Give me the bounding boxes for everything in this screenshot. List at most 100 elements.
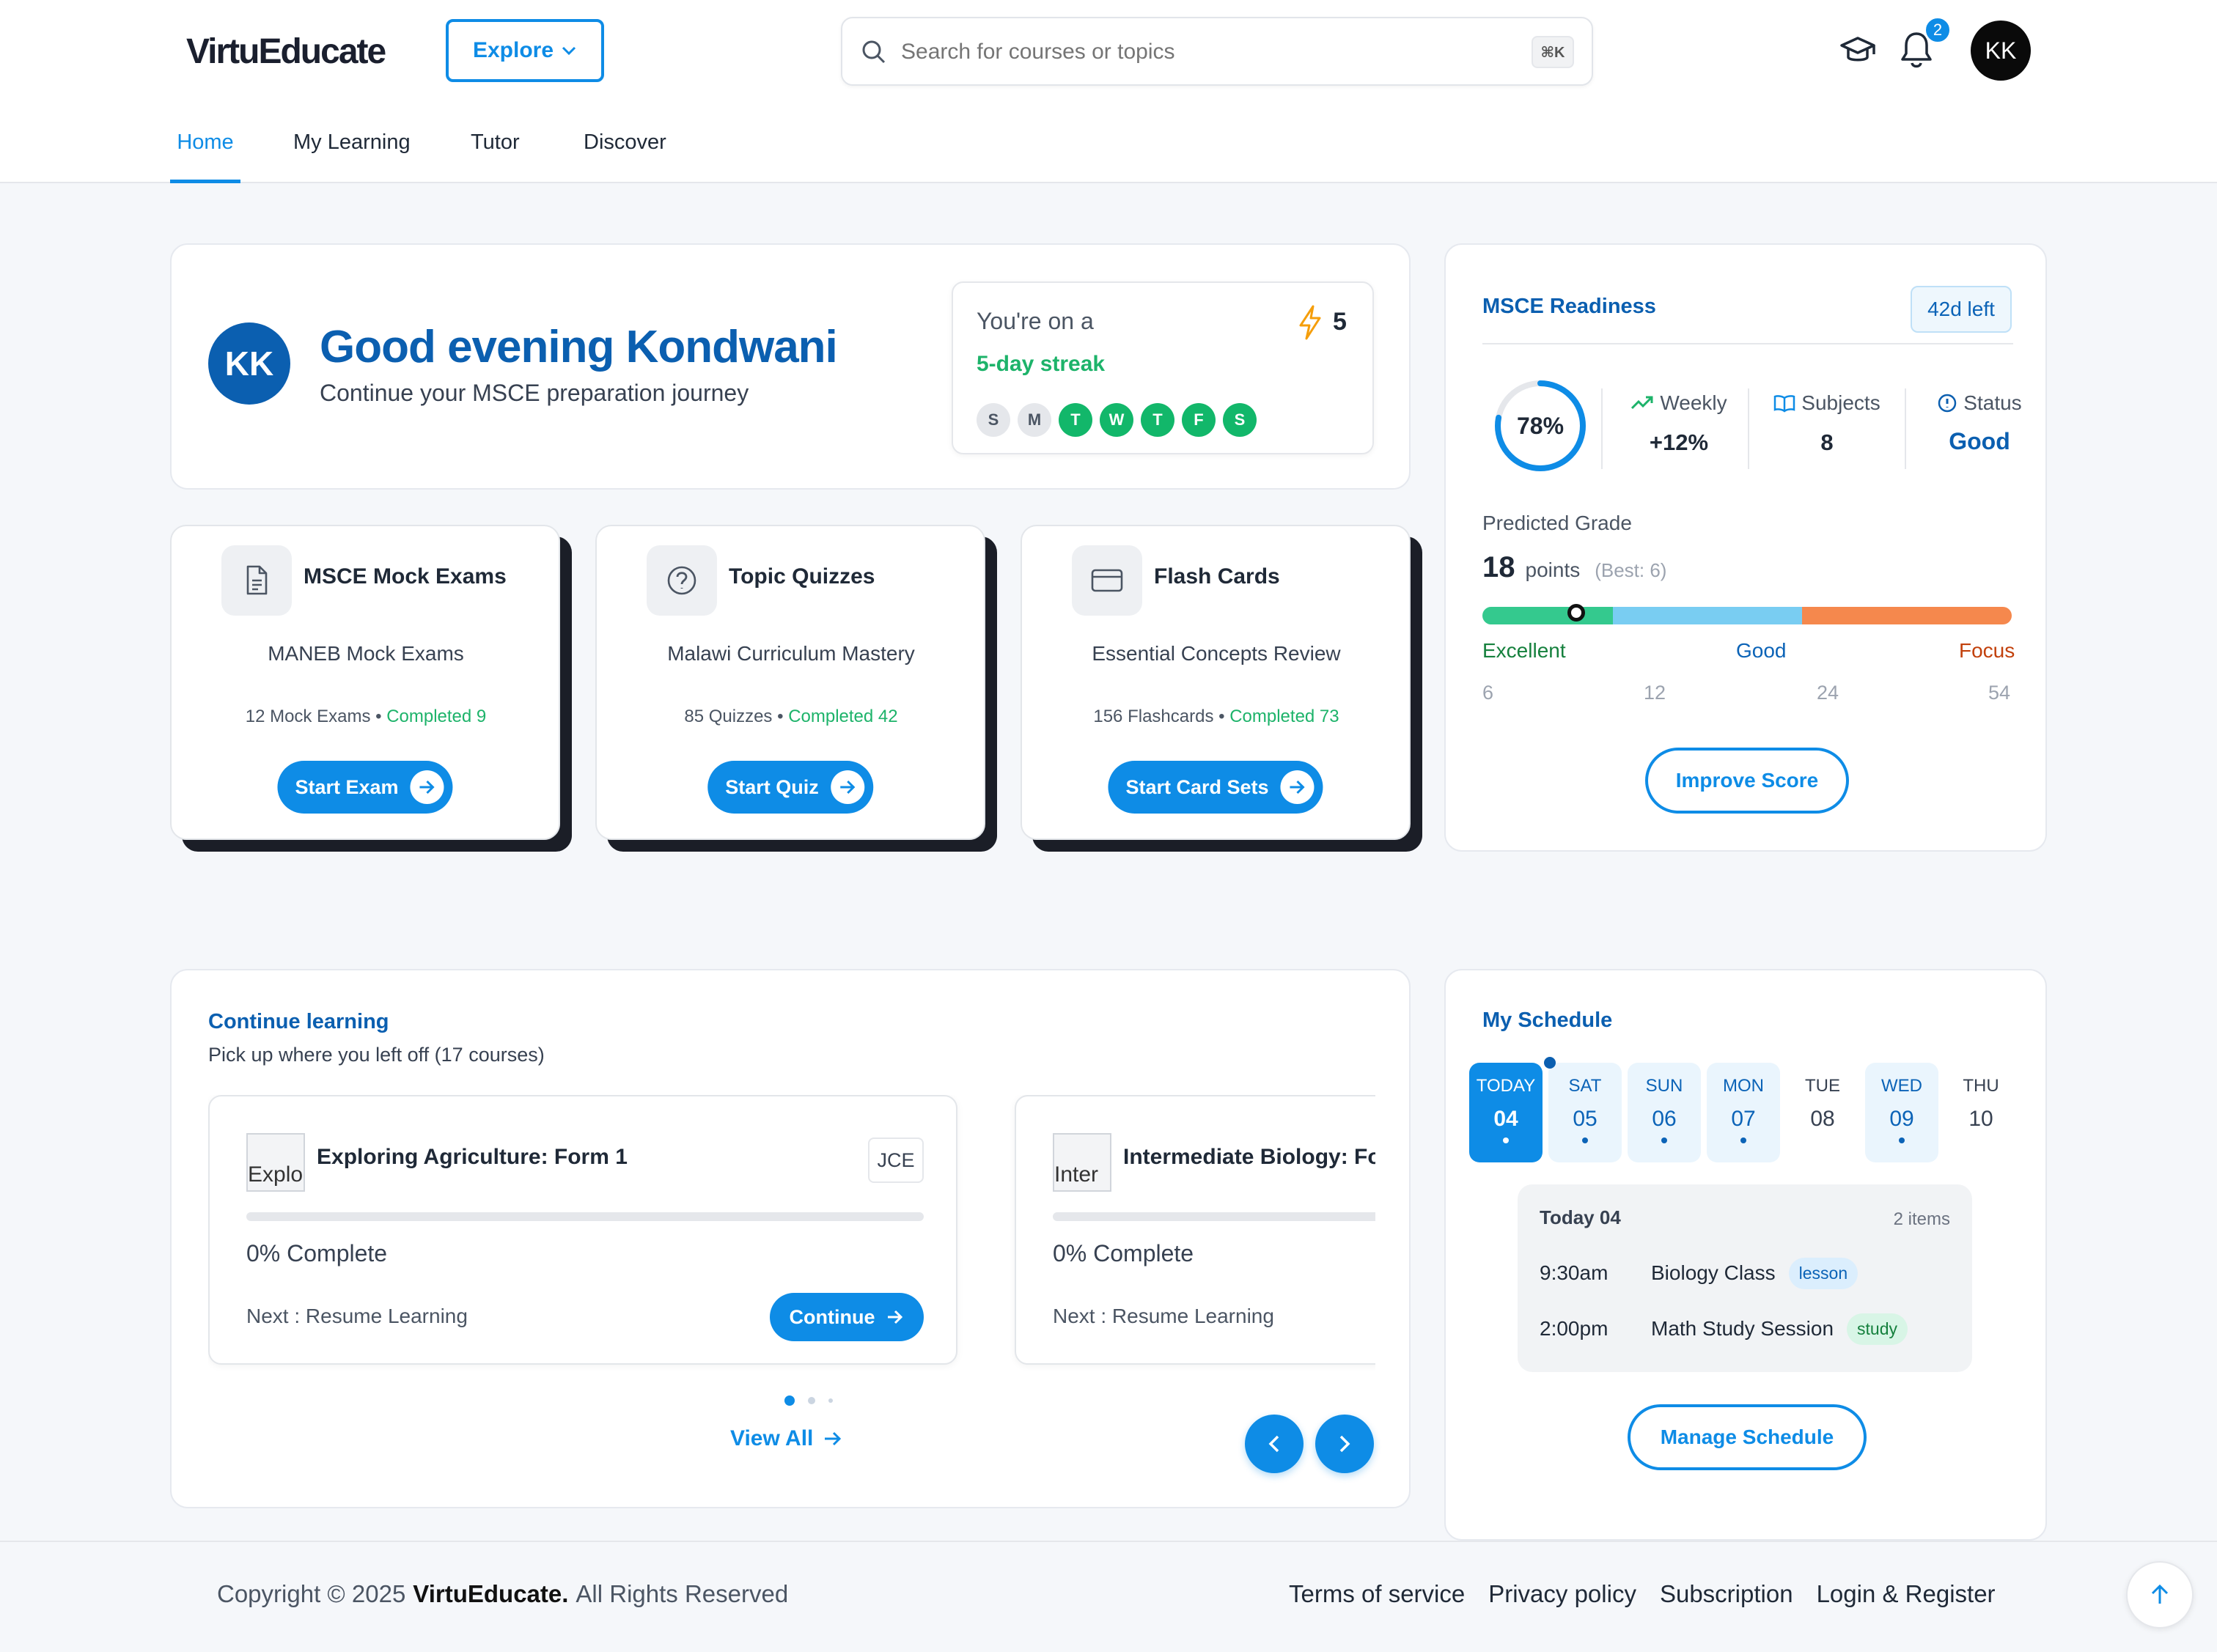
quick-card-title: Flash Cards xyxy=(1154,564,1280,589)
subjects-value: 8 xyxy=(1820,429,1834,455)
streak-day-done: W xyxy=(1100,403,1133,437)
brand-logo[interactable]: VirtuEducate xyxy=(186,28,386,75)
carousel-dot-active[interactable] xyxy=(784,1395,795,1406)
course-card[interactable]: Explo Exploring Agriculture: Form 1 JCE … xyxy=(208,1095,957,1365)
weekly-label: Weekly xyxy=(1660,391,1727,414)
schedule-day-thu[interactable]: THU 10 xyxy=(1944,1063,2018,1162)
arrow-right-circle-icon xyxy=(830,770,864,804)
day-name: TODAY xyxy=(1476,1076,1536,1096)
readiness-title: MSCE Readiness xyxy=(1482,295,1656,318)
stat-status: Status Good xyxy=(1908,391,2051,455)
quick-card-stats: 12 Mock Exams • Completed 9 xyxy=(172,707,560,727)
carousel-dot[interactable] xyxy=(808,1397,815,1404)
arrow-right-circle-icon xyxy=(1280,770,1315,804)
quick-card-title: Topic Quizzes xyxy=(729,564,875,589)
question-icon xyxy=(647,545,717,616)
day-name: SAT xyxy=(1568,1076,1602,1096)
book-icon xyxy=(1773,394,1795,413)
schedule-day-mon[interactable]: MON 07 xyxy=(1707,1063,1780,1162)
day-number: 07 xyxy=(1731,1107,1756,1131)
quick-card-title: MSCE Mock Exams xyxy=(304,564,507,589)
view-all-link[interactable]: View All xyxy=(730,1426,842,1451)
chevron-left-icon xyxy=(1268,1434,1281,1453)
search-bar[interactable]: ⌘K xyxy=(841,17,1593,86)
tab-tutor[interactable]: Tutor xyxy=(471,110,520,183)
carousel-dots xyxy=(784,1395,833,1406)
predicted-label: Predicted Grade xyxy=(1482,512,1632,534)
streak-text: 5-day streak xyxy=(977,352,1106,376)
improve-score-button[interactable]: Improve Score xyxy=(1645,748,1849,814)
bell-icon[interactable] xyxy=(1899,29,1934,70)
points-label: points xyxy=(1525,558,1581,581)
search-input[interactable] xyxy=(901,33,1488,71)
schedule-day-tue[interactable]: TUE 08 xyxy=(1786,1063,1859,1162)
day-event-dot xyxy=(1661,1137,1667,1143)
day-agenda: Today 04 2 items 9:30am Biology Class le… xyxy=(1518,1184,1972,1372)
course-title: Intermediate Biology: Fo xyxy=(1123,1145,1375,1169)
footer-link-subscription[interactable]: Subscription xyxy=(1659,1580,1793,1607)
schedule-title: My Schedule xyxy=(1482,1008,1613,1032)
greeting-avatar: KK xyxy=(208,322,290,405)
copyright-brand: VirtuEducate. xyxy=(413,1580,569,1607)
schedule-day-wed[interactable]: WED 09 xyxy=(1865,1063,1938,1162)
schedule-day-sun[interactable]: SUN 06 xyxy=(1628,1063,1701,1162)
vdivider-1 xyxy=(1601,388,1603,469)
lightning-icon xyxy=(1298,305,1323,340)
explore-button[interactable]: Explore xyxy=(446,19,604,82)
agenda-event[interactable]: 9:30am Biology Class lesson xyxy=(1540,1255,1858,1291)
main-nav: Home My Learning Tutor Discover xyxy=(170,110,757,183)
footer-link-privacy[interactable]: Privacy policy xyxy=(1488,1580,1636,1607)
label-focus: Focus xyxy=(1959,639,2015,662)
stat-subjects: Subjects 8 xyxy=(1754,391,1900,456)
day-name: WED xyxy=(1881,1076,1922,1096)
course-thumbnail: Inter xyxy=(1053,1133,1111,1192)
quick-card-subtitle: Essential Concepts Review xyxy=(1092,642,1341,665)
readiness-ring-svg xyxy=(1495,380,1586,471)
event-tag: study xyxy=(1847,1313,1908,1345)
manage-schedule-button[interactable]: Manage Schedule xyxy=(1628,1404,1867,1470)
quick-card-start-button[interactable]: Start Quiz xyxy=(707,761,873,814)
card-icon xyxy=(1072,545,1142,616)
schedule-day-today[interactable]: TODAY 04 xyxy=(1469,1063,1543,1162)
carousel-next-button[interactable] xyxy=(1315,1415,1374,1473)
scroll-to-top-button[interactable] xyxy=(2126,1561,2194,1629)
footer-link-login[interactable]: Login & Register xyxy=(1816,1580,1996,1607)
user-avatar[interactable]: KK xyxy=(1971,21,2031,81)
top-header: VirtuEducate Explore ⌘K 2 KK Home My Lea… xyxy=(0,0,2217,183)
course-level-badge: JCE xyxy=(868,1137,924,1183)
event-name: Biology Class xyxy=(1651,1261,1776,1284)
grade-bar-focus xyxy=(1802,607,2012,624)
quick-card-stats: 85 Quizzes • Completed 42 xyxy=(597,707,985,727)
tab-discover-label: Discover xyxy=(584,130,666,154)
agenda-event[interactable]: 2:00pm Math Study Session study xyxy=(1540,1310,1908,1347)
search-shortcut-badge: ⌘K xyxy=(1532,36,1574,68)
course-thumbnail-alt: Explo xyxy=(248,1162,304,1187)
tab-discover[interactable]: Discover xyxy=(584,110,666,183)
footer-link-terms[interactable]: Terms of service xyxy=(1289,1580,1466,1607)
quick-card-completed: Completed 73 xyxy=(1229,707,1339,726)
course-progress-text: 0% Complete xyxy=(246,1240,388,1266)
schedule-day-strip: TODAY 04 SAT 05 SUN 06 MON 07 TUE 08 WED 09 THU 10 xyxy=(1469,1063,2026,1165)
tab-home[interactable]: Home xyxy=(170,110,240,183)
readiness-percent: 78% xyxy=(1516,412,1565,439)
schedule-day-sat[interactable]: SAT 05 xyxy=(1548,1063,1622,1162)
readiness-card: MSCE Readiness 42d left 78% Weekly +12% … xyxy=(1444,243,2047,852)
graduation-cap-icon[interactable] xyxy=(1839,34,1877,69)
event-time: 2:00pm xyxy=(1540,1317,1608,1340)
quick-card-count: 156 Flashcards xyxy=(1093,707,1214,726)
carousel-prev-button[interactable] xyxy=(1245,1415,1304,1473)
course-carousel: Explo Exploring Agriculture: Form 1 JCE … xyxy=(208,1095,1375,1373)
label-good: Good xyxy=(1736,639,1787,662)
quick-card-start-button[interactable]: Start Card Sets xyxy=(1108,761,1323,814)
footer: Copyright © 2025 VirtuEducate. All Right… xyxy=(0,1541,2217,1652)
bullet-separator: • xyxy=(370,707,387,726)
course-card[interactable]: Inter Intermediate Biology: Fo 0% Comple… xyxy=(1015,1095,1375,1365)
course-progress-track xyxy=(246,1212,924,1221)
streak-count: 5 xyxy=(1333,308,1347,336)
quick-card-start-button[interactable]: Start Exam xyxy=(277,761,453,814)
quick-action-card: MSCE Mock Exams MANEB Mock Exams 12 Mock E… xyxy=(170,525,560,840)
tab-my-learning[interactable]: My Learning xyxy=(293,110,411,183)
carousel-dot[interactable] xyxy=(828,1398,833,1403)
continue-button[interactable]: Continue xyxy=(770,1293,924,1341)
tab-tutor-label: Tutor xyxy=(471,130,520,154)
